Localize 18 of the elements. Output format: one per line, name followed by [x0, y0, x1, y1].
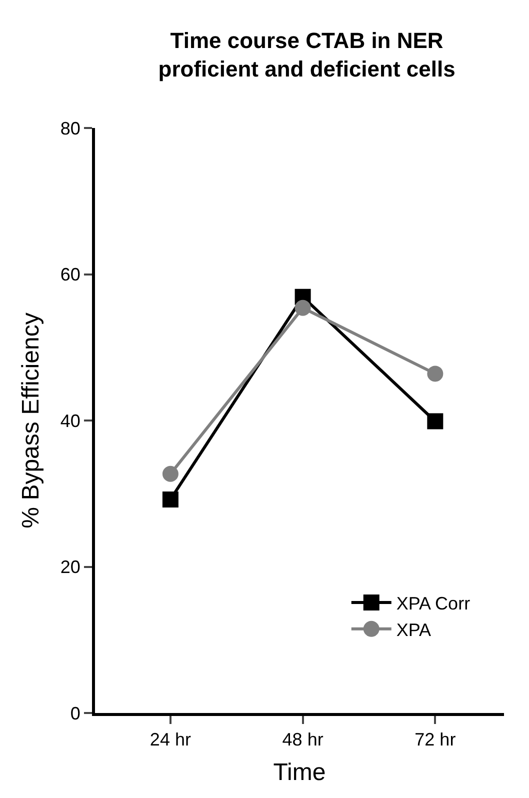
x-tick-label: 48 hr — [282, 730, 324, 750]
x-axis-title: Time — [273, 758, 326, 786]
legend-label: XPA Corr — [396, 594, 470, 614]
x-tick-label: 72 hr — [414, 730, 456, 750]
y-axis-title: % Bypass Efficiency — [17, 312, 44, 528]
point — [427, 366, 444, 382]
y-tick-label: 0 — [70, 703, 80, 724]
chart-title: Time course CTAB in NER proficient and deficient cells — [158, 28, 456, 82]
y-tick-label: 20 — [60, 557, 80, 578]
point — [294, 300, 311, 316]
y-tick-label: 40 — [60, 410, 80, 431]
y-tick-label: 80 — [60, 118, 80, 138]
legend-label: XPA — [396, 620, 432, 640]
x-tick-label: 24 hr — [150, 730, 191, 750]
point — [162, 466, 178, 482]
y-tick-label: 60 — [60, 264, 80, 285]
point — [427, 413, 444, 430]
point — [162, 491, 178, 508]
